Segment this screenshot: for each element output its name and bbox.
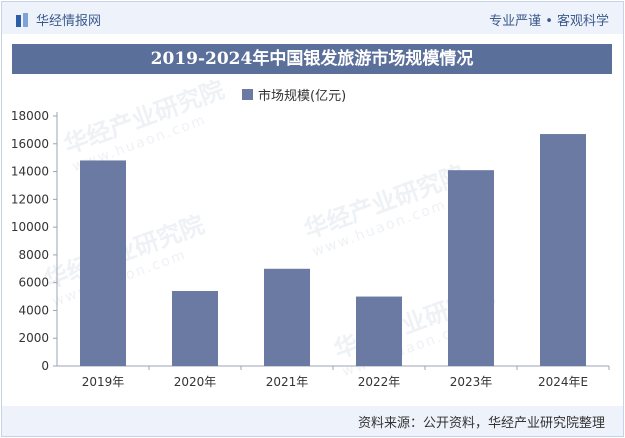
x-tick-label: 2023年 [450, 375, 493, 389]
tagline: 专业严谨 • 客观科学 [489, 14, 609, 29]
brand-name: 华经情报网 [36, 14, 102, 29]
brand: 华经情报网 [16, 10, 101, 29]
y-tick-label: 10000 [11, 220, 49, 234]
x-tick-label: 2020年 [174, 375, 217, 389]
y-tick-label: 12000 [11, 192, 49, 206]
bar [540, 134, 586, 366]
brand-logo-icon [16, 12, 30, 27]
bar [356, 296, 402, 366]
x-tick-label: 2024年E [538, 375, 588, 389]
source-note: 资料来源：公开资料，华经产业研究院整理 [357, 416, 605, 431]
legend-swatch [242, 89, 253, 100]
bar [264, 268, 310, 366]
x-tick-label: 2019年 [82, 375, 125, 389]
bar-chart: 0 2000 4000 6000 8000 10000 12000 14000 16000 180… [11, 109, 610, 389]
y-tick-label: 0 [41, 359, 49, 373]
y-tick-label: 16000 [11, 137, 49, 151]
bar [172, 291, 218, 366]
bar [80, 160, 126, 366]
x-tick-label: 2021年 [266, 375, 309, 389]
footer-bar: 资料来源：公开资料，华经产业研究院整理 [2, 406, 623, 436]
y-tick-label: 14000 [11, 165, 49, 179]
bar [448, 170, 494, 366]
y-tick-label: 4000 [18, 303, 49, 317]
legend: 市场规模(亿元) [242, 85, 346, 104]
y-tick-label: 2000 [18, 331, 49, 345]
y-tick-label: 6000 [18, 276, 49, 290]
legend-label: 市场规模(亿元) [258, 89, 347, 104]
x-tick-label: 2022年 [358, 375, 401, 389]
y-tick-label: 18000 [11, 109, 49, 123]
header-bar: 华经情报网 专业严谨 • 客观科学 [2, 2, 623, 34]
chart-title: 2019-2024年中国银发旅游市场规模情况 [12, 44, 612, 74]
y-tick-label: 8000 [18, 248, 49, 262]
